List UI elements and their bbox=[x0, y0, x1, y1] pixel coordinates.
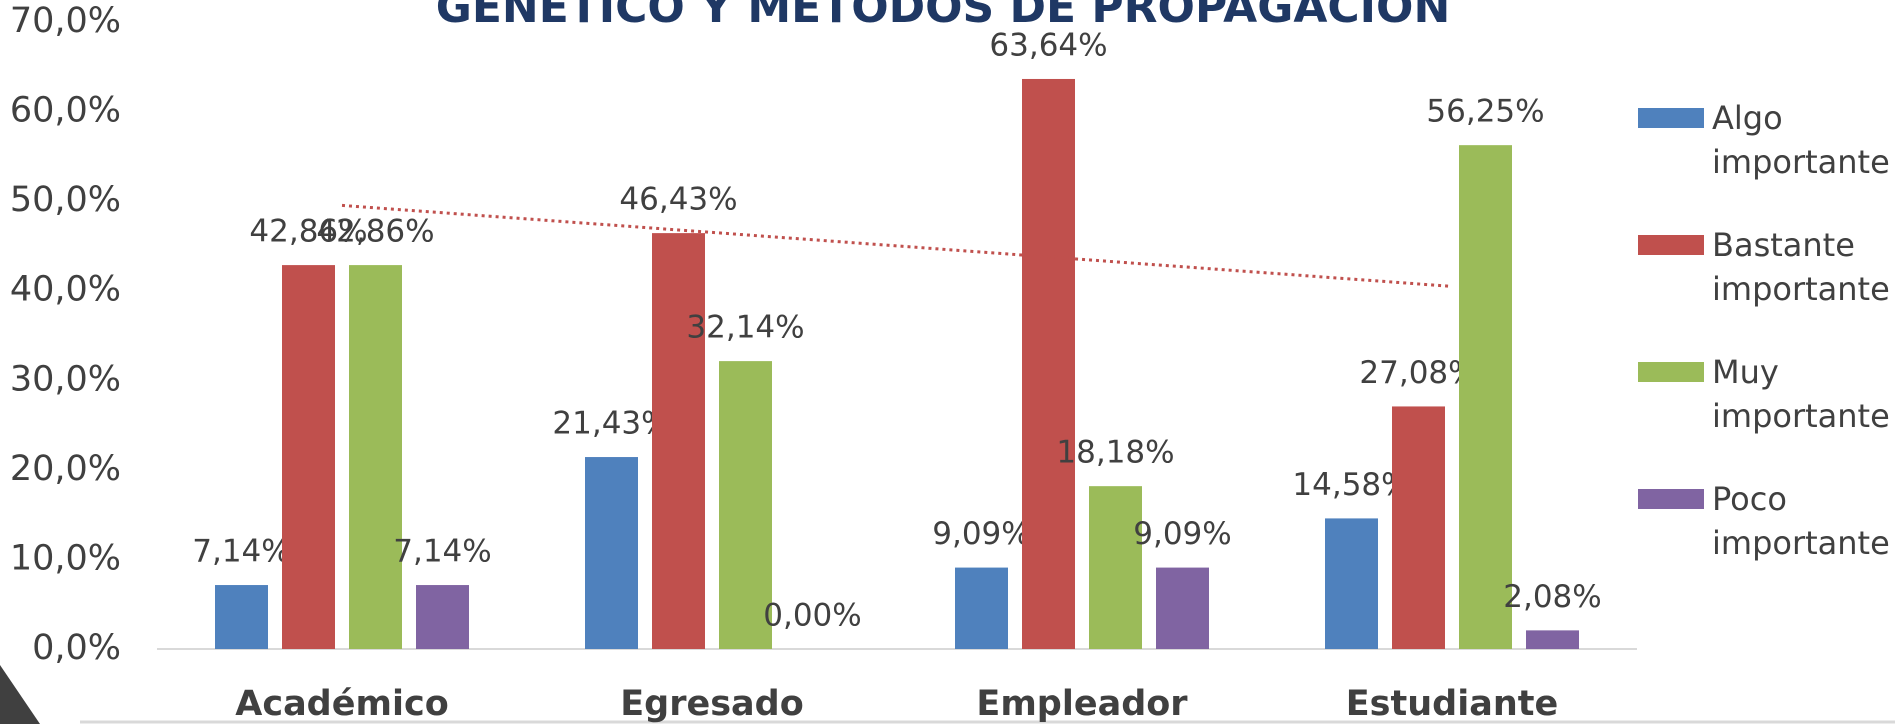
bar bbox=[215, 585, 268, 649]
x-tick-label: Estudiante bbox=[1346, 684, 1558, 724]
bar bbox=[349, 265, 402, 649]
data-label: 18,18% bbox=[1056, 435, 1174, 471]
data-label: 42,86% bbox=[316, 214, 434, 250]
bar bbox=[652, 233, 705, 649]
y-tick-label: 0,0% bbox=[32, 628, 121, 668]
data-label: 27,08% bbox=[1359, 355, 1477, 391]
data-label: 7,14% bbox=[192, 534, 290, 570]
data-label: 42,86% bbox=[249, 214, 367, 250]
chart-title: GENÉTICO Y MÉTODOS DE PROPAGACIÓN bbox=[436, 0, 1451, 33]
data-label: 7,14% bbox=[393, 534, 491, 570]
legend-item: Bastante importante bbox=[1638, 223, 1895, 350]
legend-item: Poco importante bbox=[1638, 477, 1895, 604]
bar bbox=[1392, 406, 1445, 649]
legend-swatch bbox=[1638, 362, 1704, 382]
bar bbox=[1459, 145, 1512, 650]
legend-item: Algo importante bbox=[1638, 96, 1895, 223]
bar bbox=[416, 585, 469, 649]
x-tick-label: Académico bbox=[235, 684, 449, 724]
y-tick-label: 20,0% bbox=[10, 449, 121, 489]
data-label: 2,08% bbox=[1503, 579, 1601, 615]
trendline bbox=[341, 203, 1453, 288]
data-label: 14,58% bbox=[1292, 467, 1410, 503]
bar bbox=[1022, 78, 1075, 650]
y-tick-label: 60,0% bbox=[10, 91, 121, 131]
data-label: 9,09% bbox=[1133, 516, 1231, 552]
y-tick-label: 50,0% bbox=[10, 180, 121, 220]
y-tick-label: 10,0% bbox=[10, 538, 121, 578]
y-tick-label: 40,0% bbox=[10, 270, 121, 310]
legend-swatch bbox=[1638, 108, 1704, 128]
y-tick-label: 70,0% bbox=[10, 1, 121, 41]
legend-label: Algo importante bbox=[1712, 99, 1890, 181]
data-label: 63,64% bbox=[989, 27, 1107, 63]
legend: Algo importante Bastante importante Muy im… bbox=[1638, 96, 1895, 604]
bar bbox=[1089, 486, 1142, 649]
bar bbox=[1325, 518, 1378, 649]
x-tick-label: Empleador bbox=[976, 684, 1188, 724]
legend-item: Muy importante bbox=[1638, 350, 1895, 477]
data-label: 9,09% bbox=[932, 516, 1030, 552]
legend-swatch bbox=[1638, 489, 1704, 509]
legend-label: Muy importante bbox=[1712, 353, 1890, 435]
data-label: 56,25% bbox=[1426, 94, 1544, 130]
bar bbox=[585, 457, 638, 649]
data-label: 21,43% bbox=[552, 406, 670, 442]
legend-label: Bastante importante bbox=[1712, 226, 1890, 308]
x-tick-label: Egresado bbox=[620, 684, 804, 724]
bar bbox=[282, 265, 335, 649]
bar bbox=[955, 567, 1008, 649]
legend-swatch bbox=[1638, 235, 1704, 255]
bar bbox=[1526, 630, 1579, 649]
bar bbox=[1156, 567, 1209, 649]
corner-decoration bbox=[0, 665, 40, 724]
bar bbox=[719, 361, 772, 649]
y-tick-label: 30,0% bbox=[10, 359, 121, 399]
data-label: 32,14% bbox=[686, 310, 804, 346]
data-label: 46,43% bbox=[619, 182, 737, 218]
data-label: 0,00% bbox=[763, 598, 861, 634]
legend-label: Poco importante bbox=[1712, 480, 1890, 562]
